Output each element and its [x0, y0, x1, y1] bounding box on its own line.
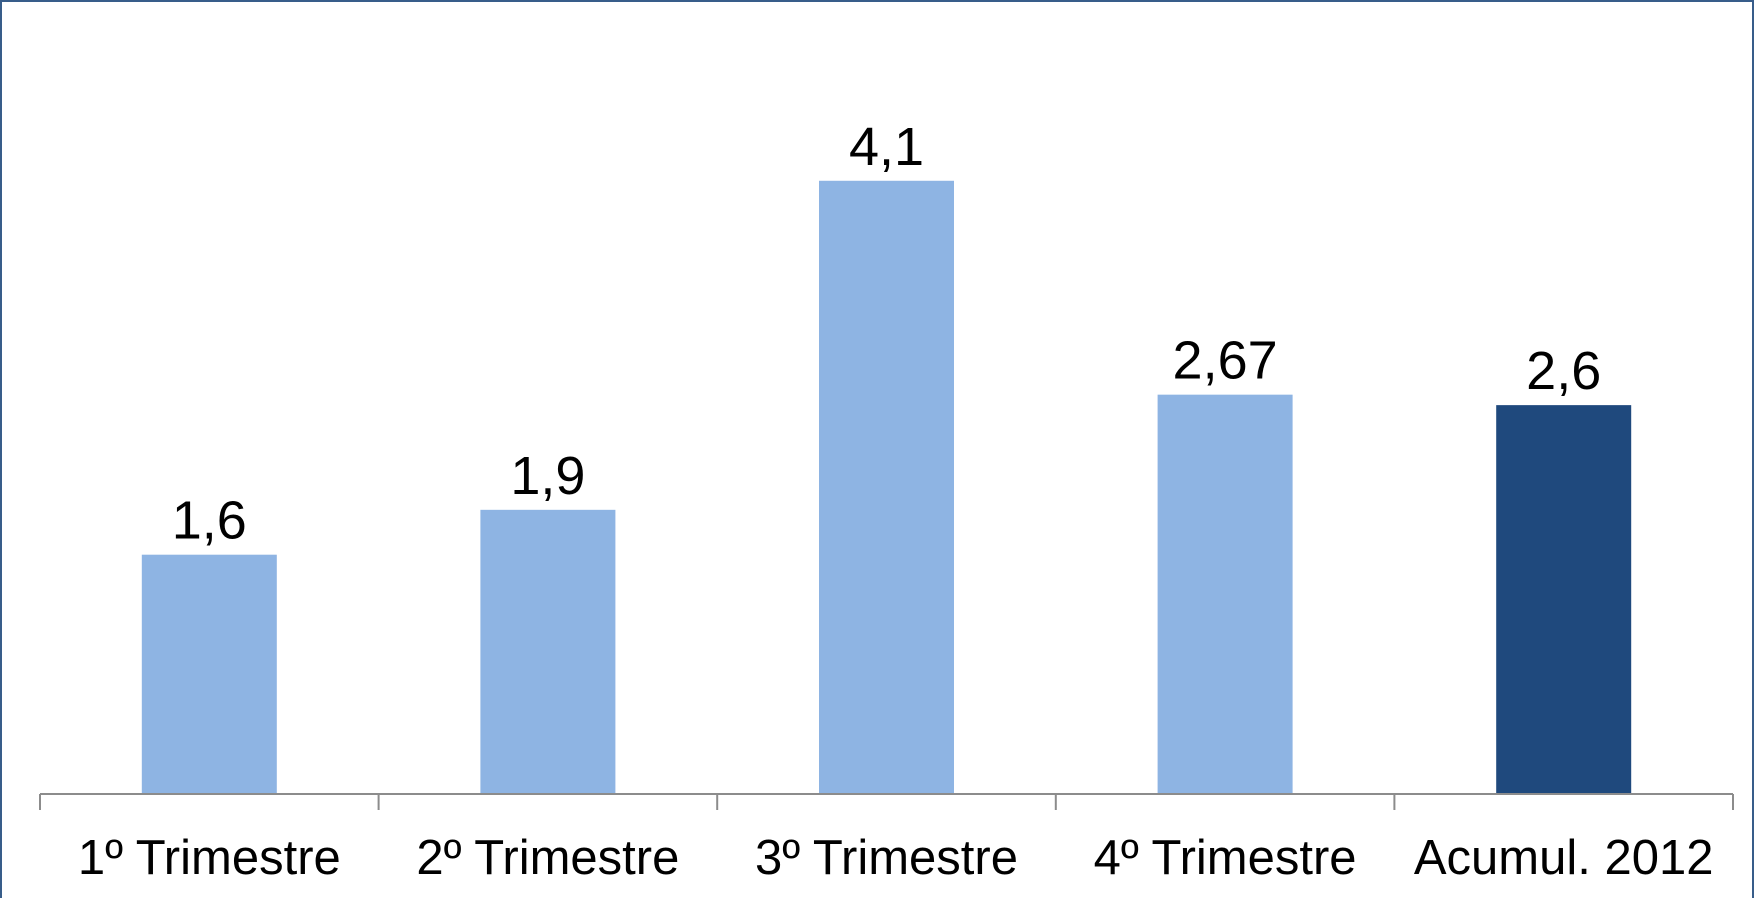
category-label-2: 2º Trimestre: [416, 831, 679, 885]
category-label-1: 1º Trimestre: [78, 831, 341, 885]
data-label-3: 4,1: [849, 117, 924, 177]
bar-2: [480, 509, 616, 794]
bar-3: [819, 180, 954, 795]
bar-1: [141, 554, 277, 794]
category-label-5: Acumul. 2012: [1414, 831, 1714, 885]
category-label-3: 3º Trimestre: [755, 831, 1018, 885]
bar-5: [1496, 405, 1632, 794]
data-label-2: 1,9: [510, 446, 585, 506]
data-label-4: 2,67: [1173, 331, 1278, 391]
data-label-1: 1,6: [172, 491, 247, 551]
category-label-4: 4º Trimestre: [1094, 831, 1357, 885]
bar-4: [1157, 394, 1293, 794]
data-label-5: 2,6: [1526, 341, 1601, 401]
